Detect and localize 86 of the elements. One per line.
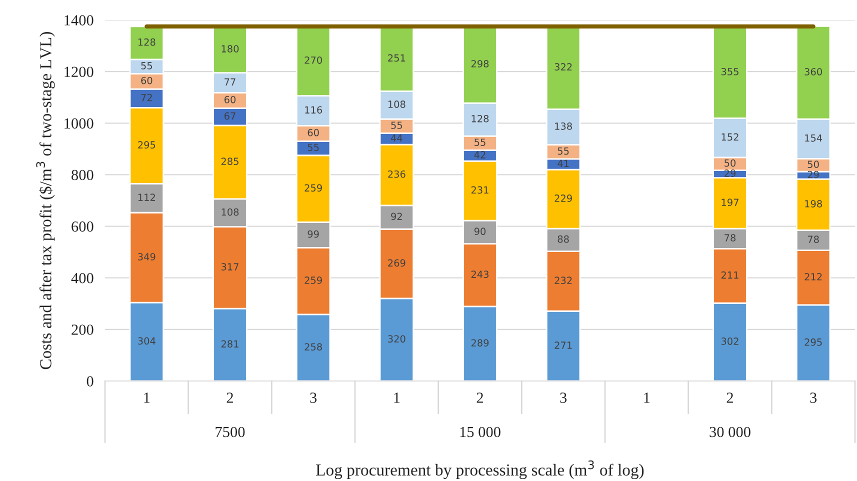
data-label: 360 xyxy=(804,68,822,76)
data-label: 50 xyxy=(724,159,736,167)
data-label: 60 xyxy=(308,128,319,136)
x-tick-label: 1 xyxy=(394,392,400,403)
y-axis-title: Costs and after tax profit ($/m$^{3}$ of two-stage LVL) xyxy=(36,32,55,370)
data-label: 320 xyxy=(388,335,406,343)
data-label: 270 xyxy=(304,56,322,64)
x-tick-label: 2 xyxy=(476,392,483,403)
y-tick-label: 600 xyxy=(72,221,94,232)
y-tick-label: 800 xyxy=(72,170,94,180)
data-label: 295 xyxy=(138,141,156,149)
data-label: 78 xyxy=(808,236,819,244)
y-tick-label: 0 xyxy=(86,376,94,386)
data-label: 231 xyxy=(471,186,488,194)
data-label: 55 xyxy=(391,122,402,129)
x-tick-label: 3 xyxy=(560,392,567,403)
data-label: 285 xyxy=(221,158,238,166)
data-label: 112 xyxy=(138,194,155,201)
data-label: 88 xyxy=(558,235,569,243)
data-label: 269 xyxy=(388,259,406,267)
data-label: 138 xyxy=(555,122,572,130)
y-tick-label: 400 xyxy=(71,273,94,284)
data-label: 29 xyxy=(808,170,819,178)
data-label: 67 xyxy=(224,112,236,120)
data-label: 349 xyxy=(138,253,156,260)
text: 7500 xyxy=(216,426,245,438)
data-label: 302 xyxy=(721,338,738,345)
data-label: 55 xyxy=(558,147,569,155)
text: 15 000 xyxy=(460,426,500,438)
data-label: 317 xyxy=(221,263,238,270)
data-label: 322 xyxy=(554,63,572,71)
data-label: 198 xyxy=(805,200,822,208)
data-label: 355 xyxy=(721,68,738,76)
data-label: 197 xyxy=(722,198,738,206)
x-tick-label: 2 xyxy=(726,392,733,403)
y-tick-label: 1000 xyxy=(64,118,94,129)
data-label: 99 xyxy=(308,230,319,238)
data-label: 128 xyxy=(472,115,489,122)
data-label: 55 xyxy=(474,138,486,146)
data-label: 259 xyxy=(304,276,322,284)
data-label: 152 xyxy=(722,133,738,141)
data-label: 78 xyxy=(724,234,736,242)
data-label: 154 xyxy=(805,134,822,142)
data-label: 90 xyxy=(474,228,486,236)
x-tick-label: 1 xyxy=(144,392,150,403)
data-label: 42 xyxy=(474,151,486,158)
data-label: 212 xyxy=(804,273,822,280)
data-label: 108 xyxy=(222,208,239,216)
data-label: 304 xyxy=(138,337,156,345)
data-label: 271 xyxy=(554,342,572,349)
data-label: 50 xyxy=(808,160,819,168)
data-label: 41 xyxy=(558,160,569,167)
data-label: 295 xyxy=(804,338,822,346)
x-tick-label: 3 xyxy=(810,392,817,403)
data-label: 298 xyxy=(471,60,489,68)
data-label: 72 xyxy=(141,94,152,102)
data-label: 211 xyxy=(721,271,738,279)
data-label: 258 xyxy=(304,343,322,351)
x-tick-label: 2 xyxy=(226,392,233,403)
data-label: 92 xyxy=(391,212,402,220)
data-label: 128 xyxy=(138,38,156,46)
data-label: 259 xyxy=(304,184,322,192)
data-label: 55 xyxy=(308,144,319,152)
data-label: 180 xyxy=(222,45,239,52)
y-tick-label: 1400 xyxy=(64,15,94,26)
data-label: 236 xyxy=(388,170,406,178)
data-label: 44 xyxy=(390,134,402,142)
data-label: 55 xyxy=(141,62,152,70)
data-label: 77 xyxy=(224,78,236,86)
data-label: 29 xyxy=(724,170,736,177)
data-label: 289 xyxy=(471,339,489,347)
x-tick-label: 1 xyxy=(644,392,650,403)
data-label: 108 xyxy=(388,100,406,108)
data-label: 60 xyxy=(224,96,236,104)
x-axis-title: Log procurement by processing scale (m$^{3}$ of log) xyxy=(316,460,644,480)
x-tick-label: 3 xyxy=(310,392,317,403)
data-label: 243 xyxy=(471,270,488,278)
data-label: 281 xyxy=(221,340,238,348)
data-label: 251 xyxy=(388,54,406,62)
text: 30 000 xyxy=(710,426,750,438)
data-label: 60 xyxy=(141,76,152,84)
y-tick-label: 200 xyxy=(72,324,94,335)
data-label: 229 xyxy=(554,194,572,202)
y-tick-label: 1200 xyxy=(64,66,94,78)
data-label: 116 xyxy=(305,106,322,114)
data-label: 232 xyxy=(554,276,572,284)
